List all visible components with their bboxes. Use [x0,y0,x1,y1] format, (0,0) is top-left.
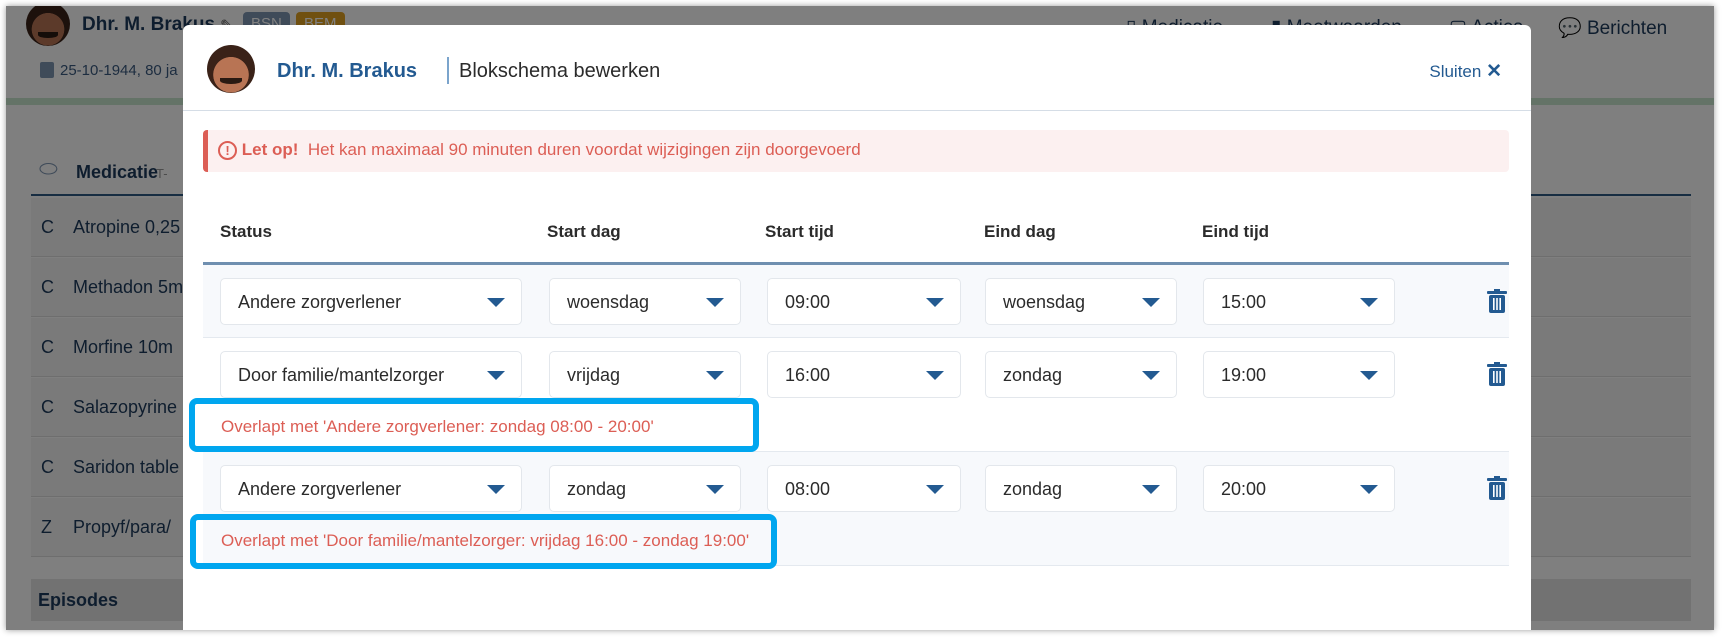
caret-down-icon [1142,371,1160,380]
caret-down-icon [706,485,724,494]
select-value: 16:00 [785,365,831,385]
trash-icon[interactable] [1487,476,1507,500]
caret-down-icon [487,298,505,307]
start-day-select[interactable]: woensdag [549,278,741,325]
select-value: 19:00 [1221,365,1267,385]
caret-down-icon [926,485,944,494]
alert-icon: ! [218,141,237,160]
select-value: Door familie/mantelzorger [238,365,445,385]
column-header: Start dag [547,222,621,241]
start-time-select[interactable]: 09:00 [767,278,961,325]
caret-down-icon [926,371,944,380]
modal-title: Blokschema bewerken [459,60,661,82]
highlight-box [189,398,759,452]
caret-down-icon [926,298,944,307]
status-select[interactable]: Andere zorgverlener [220,278,522,325]
caret-down-icon [1360,485,1378,494]
start-time-select[interactable]: 08:00 [767,465,961,512]
schedule-row: Andere zorgverlener woensdag 09:00 woensdag… [203,265,1509,338]
schedule-row: Door familie/mantelzorger vrijdag 16:00 zon… [203,338,1509,452]
select-value: zondag [1003,365,1063,385]
column-header: Status [220,222,272,241]
table-header-line [203,262,1509,265]
end-day-select[interactable]: zondag [985,465,1177,512]
select-value: woensdag [567,292,650,312]
caret-down-icon [1360,298,1378,307]
caret-down-icon [1142,485,1160,494]
close-icon: ✕ [1486,61,1502,82]
end-time-select[interactable]: 20:00 [1203,465,1395,512]
edit-schedule-modal: Dhr. M. Brakus Blokschema bewerken Sluit… [183,25,1531,630]
column-header: Start tijd [765,222,834,241]
warning-alert: ! Let op! Het kan maximaal 90 minuten du… [203,130,1509,172]
close-label: Sluiten [1429,62,1482,81]
select-value: zondag [1003,479,1063,499]
alert-strong: Let op! [241,140,299,159]
start-time-select[interactable]: 16:00 [767,351,961,398]
title-divider [447,57,449,84]
trash-icon[interactable] [1487,362,1507,386]
column-header: Eind tijd [1202,222,1270,241]
overlap-error: Overlapt met 'Andere zorgverlener: zonda… [221,417,654,436]
select-value: 09:00 [785,292,831,312]
caret-down-icon [1360,371,1378,380]
end-time-select[interactable]: 15:00 [1203,278,1395,325]
column-header: Eind dag [984,222,1056,241]
highlight-box [190,514,777,569]
trash-icon[interactable] [1487,289,1507,313]
select-value: zondag [567,479,627,499]
end-time-select[interactable]: 19:00 [1203,351,1395,398]
start-day-select[interactable]: zondag [549,465,741,512]
end-day-select[interactable]: woensdag [985,278,1177,325]
schedule-row: Andere zorgverlener zondag 08:00 zondag 20:0… [203,452,1509,566]
alert-text: Het kan maximaal 90 minuten duren voorda… [307,140,861,159]
modal-header: Dhr. M. Brakus Blokschema bewerken Sluit… [183,25,1531,111]
select-value: Andere zorgverlener [238,292,402,312]
caret-down-icon [706,371,724,380]
caret-down-icon [1142,298,1160,307]
select-value: Andere zorgverlener [238,479,402,499]
caret-down-icon [706,298,724,307]
select-value: 20:00 [1221,479,1267,499]
patient-avatar [207,45,255,93]
app-window: Dhr. M. Brakus ✎ BSN BEM 25-10-1944, 80 … [6,6,1714,630]
close-button[interactable]: Sluiten ✕ [1429,60,1502,83]
overlap-error: Overlapt met 'Door familie/mantelzorger:… [221,531,750,550]
status-select[interactable]: Andere zorgverlener [220,465,522,512]
select-value: 08:00 [785,479,831,499]
select-value: vrijdag [567,365,621,385]
end-day-select[interactable]: zondag [985,351,1177,398]
status-select[interactable]: Door familie/mantelzorger [220,351,522,398]
modal-patient-name: Dhr. M. Brakus [277,60,418,82]
start-day-select[interactable]: vrijdag [549,351,741,398]
select-value: 15:00 [1221,292,1267,312]
select-value: woensdag [1003,292,1086,312]
caret-down-icon [487,371,505,380]
caret-down-icon [487,485,505,494]
